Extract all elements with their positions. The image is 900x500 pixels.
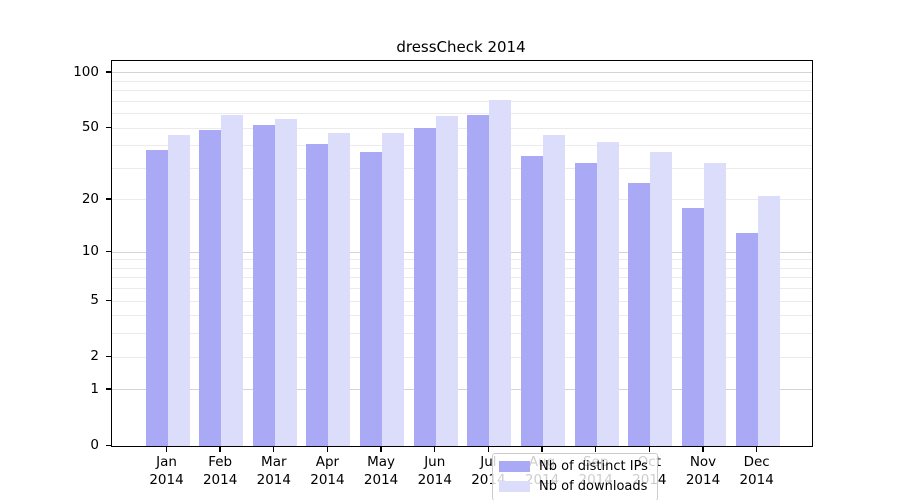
bar-jun-distinct-ips xyxy=(413,128,436,446)
y-tick-label-50: 50 xyxy=(81,119,99,136)
gridline-minor-40 xyxy=(112,145,812,147)
y-tick-label-100: 100 xyxy=(73,63,99,80)
gridline-minor-90 xyxy=(112,80,812,82)
y-tick-10 xyxy=(106,250,111,253)
bar-jun-downloads xyxy=(435,116,458,446)
plot-area: Nb of distinct IPs Nb of downloads xyxy=(111,60,813,500)
bar-dec-downloads xyxy=(757,196,780,446)
gridline-minor-2 xyxy=(112,356,812,358)
bar-jul-downloads xyxy=(489,100,512,446)
y-tick-0 xyxy=(106,444,111,446)
gridline-major-10 xyxy=(112,251,812,253)
x-tick-jul xyxy=(487,446,490,452)
gridline-minor-6 xyxy=(112,288,812,290)
y-tick-label-1: 1 xyxy=(90,380,99,397)
x-tick-label-nov: Nov 2014 xyxy=(685,454,721,488)
bar-feb-downloads xyxy=(221,115,244,446)
legend: Nb of distinct IPs Nb of downloads xyxy=(492,453,658,500)
bar-aug-distinct-ips xyxy=(521,156,544,446)
x-tick-oct xyxy=(648,446,651,452)
gridline-minor-8 xyxy=(112,267,812,269)
bar-nov-distinct-ips xyxy=(682,208,704,446)
x-tick-may xyxy=(380,446,382,452)
bar-feb-distinct-ips xyxy=(199,129,222,446)
x-tick-label-mar: Mar 2014 xyxy=(256,454,291,488)
gridline-minor-3 xyxy=(112,333,812,335)
gridline-minor-4 xyxy=(112,315,812,317)
y-tick-label-2: 2 xyxy=(90,348,99,365)
x-tick-label-may: May 2014 xyxy=(363,454,399,488)
bar-jan-distinct-ips xyxy=(145,149,168,446)
x-tick-feb xyxy=(219,446,221,452)
bar-nov-downloads xyxy=(704,163,726,446)
bar-may-downloads xyxy=(382,133,405,446)
x-tick-label-dec: Dec 2014 xyxy=(739,454,774,488)
gridline-minor-7 xyxy=(112,277,812,279)
bar-dec-distinct-ips xyxy=(735,232,758,446)
gridline-major-1 xyxy=(112,389,812,391)
bar-oct-downloads xyxy=(650,151,673,446)
y-tick-5 xyxy=(106,299,111,302)
bar-may-distinct-ips xyxy=(360,151,383,446)
y-tick-label-10: 10 xyxy=(81,243,99,260)
legend-swatch-distinct-ips xyxy=(499,461,530,472)
x-tick-sep xyxy=(595,446,597,452)
bar-apr-downloads xyxy=(328,133,351,446)
y-tick-label-0: 0 xyxy=(90,437,99,453)
gridline-minor-50 xyxy=(112,127,812,129)
y-tick-20 xyxy=(106,198,111,200)
gridline-major-100 xyxy=(112,72,812,74)
x-tick-aug xyxy=(541,446,543,452)
x-tick-label-feb: Feb 2014 xyxy=(202,454,238,488)
bar-mar-downloads xyxy=(274,119,297,446)
legend-entry-distinct-ips: Nb of distinct IPs xyxy=(499,459,649,474)
gridline-minor-5 xyxy=(112,300,812,302)
x-tick-label-jan: Jan 2014 xyxy=(149,454,184,488)
x-tick-jan xyxy=(165,446,168,452)
legend-entry-downloads: Nb of downloads xyxy=(499,479,649,494)
gridline-minor-20 xyxy=(112,199,812,201)
y-tick-label-5: 5 xyxy=(90,292,99,309)
chart-title: dressCheck 2014 xyxy=(396,38,526,56)
y-tick-100 xyxy=(106,71,111,73)
bar-sep-downloads xyxy=(596,141,619,446)
bar-sep-distinct-ips xyxy=(574,163,597,446)
bar-aug-downloads xyxy=(543,134,566,446)
legend-swatch-downloads xyxy=(499,481,530,492)
gridline-minor-9 xyxy=(112,259,812,261)
x-tick-apr xyxy=(326,446,329,452)
bar-mar-distinct-ips xyxy=(252,125,275,446)
bar-apr-distinct-ips xyxy=(306,143,329,446)
legend-label-downloads: Nb of downloads xyxy=(539,479,648,494)
gridline-minor-80 xyxy=(112,90,812,92)
x-tick-nov xyxy=(702,446,704,452)
x-tick-label-apr: Apr 2014 xyxy=(310,454,345,488)
x-tick-mar xyxy=(273,446,275,452)
gridline-minor-60 xyxy=(112,113,812,115)
y-tick-50 xyxy=(106,126,111,129)
gridline-minor-70 xyxy=(112,100,812,102)
x-tick-jun xyxy=(434,446,436,452)
y-tick-1 xyxy=(106,388,111,390)
y-tick-label-20: 20 xyxy=(81,190,99,207)
y-tick-2 xyxy=(106,355,111,358)
bar-jan-downloads xyxy=(167,134,190,446)
x-tick-dec xyxy=(755,446,758,452)
bar-oct-distinct-ips xyxy=(628,182,651,446)
gridline-minor-30 xyxy=(112,167,812,169)
legend-label-distinct-ips: Nb of distinct IPs xyxy=(539,459,648,474)
x-tick-label-jun: Jun 2014 xyxy=(417,454,452,488)
bar-jul-distinct-ips xyxy=(467,115,490,446)
